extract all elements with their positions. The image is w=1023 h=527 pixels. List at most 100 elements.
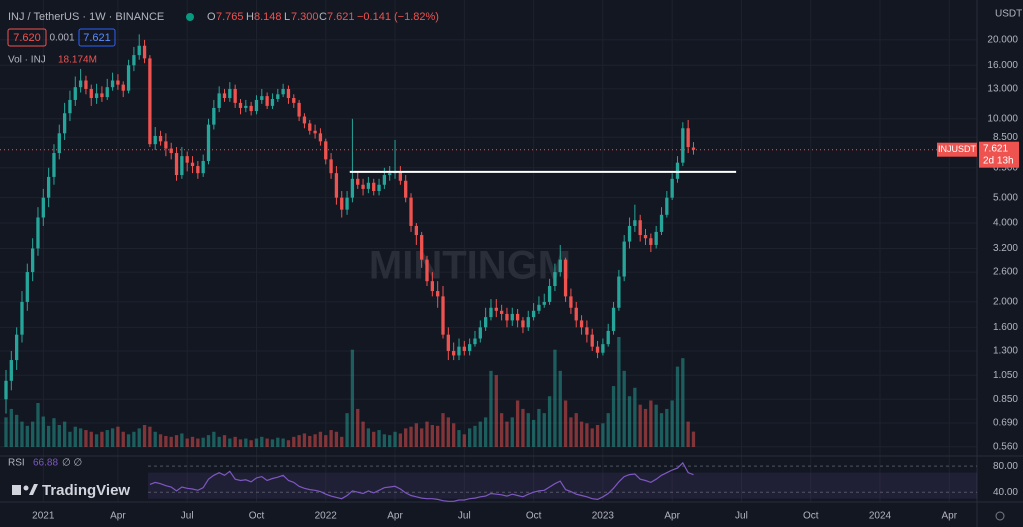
rsi-title: RSI: [8, 458, 25, 469]
volume-bar: [201, 437, 205, 447]
ask-box[interactable]: [78, 28, 116, 47]
volume-bar: [270, 439, 275, 447]
volume-bar: [25, 425, 29, 447]
volume-bar: [569, 417, 573, 447]
bid-box[interactable]: [7, 28, 47, 47]
candle-body: [617, 276, 621, 308]
volume-bar: [521, 408, 525, 447]
candle-body: [84, 80, 88, 89]
candle-body: [345, 197, 349, 210]
candle-body: [9, 360, 13, 381]
volume-bar: [654, 404, 658, 447]
volume-bar: [148, 426, 152, 447]
y-tick-label: 8.500: [993, 132, 1018, 143]
candle-body: [377, 184, 381, 192]
volume-bar: [537, 408, 541, 447]
rsi-line: [149, 461, 694, 502]
candle-body: [57, 133, 61, 154]
volume-bar: [643, 408, 648, 447]
volume-bar: [228, 438, 232, 447]
candle-body: [409, 197, 413, 226]
candle-body: [633, 220, 637, 226]
volume-bar: [308, 436, 312, 447]
x-tick-label: Jul: [458, 511, 471, 522]
candle-body: [420, 235, 424, 260]
x-tick-label: Apr: [664, 511, 680, 522]
y-tick-label: 16.000: [987, 60, 1018, 71]
candle-body: [606, 330, 610, 345]
volume-bar: [169, 436, 173, 447]
volume-bar: [366, 428, 371, 447]
candle-body: [222, 93, 227, 99]
candle-body: [132, 55, 136, 66]
volume-bar: [457, 430, 461, 447]
volume-bar: [398, 433, 403, 447]
candle-body: [276, 94, 280, 99]
y-tick-label: 6.500: [993, 162, 1018, 173]
volume-bar: [116, 426, 120, 447]
volume-bar: [126, 434, 131, 447]
x-tick-label: Oct: [803, 511, 819, 522]
volume-bar: [467, 428, 472, 447]
legend-value: 8.148: [254, 11, 282, 23]
candle-body: [457, 346, 461, 356]
candle-body: [547, 286, 552, 302]
candle-body: [158, 135, 163, 142]
candle-body: [425, 259, 429, 282]
volume-bar: [489, 370, 493, 447]
rsi-tick-label: 80.00: [993, 461, 1018, 472]
candle-body: [148, 58, 152, 145]
volume-bar: [505, 421, 509, 447]
volume-bar: [212, 431, 216, 447]
y-tick-label: 5.000: [993, 192, 1018, 203]
candle-body: [185, 156, 189, 163]
candle-body: [489, 307, 493, 318]
volume-bar: [244, 438, 248, 447]
candle-body: [270, 98, 275, 106]
candle-body: [585, 327, 589, 335]
volume-bar: [590, 428, 594, 447]
legend-key: C: [319, 11, 327, 23]
candle-body: [499, 310, 504, 314]
candle-body: [78, 80, 83, 88]
volume-bar: [691, 431, 696, 447]
volume-bar: [420, 428, 424, 447]
y-tick-label: 1.600: [993, 322, 1018, 333]
volume-bar: [595, 425, 600, 447]
currency-selector[interactable]: USDT: [995, 9, 1022, 20]
candle-body: [25, 272, 29, 302]
candle-body: [643, 235, 648, 239]
volume-bar: [585, 423, 589, 447]
x-tick-label: Oct: [249, 511, 265, 522]
volume-bar: [180, 433, 184, 447]
volume-bar: [393, 431, 397, 447]
x-tick-label: 2024: [869, 511, 892, 522]
volume-bar: [324, 435, 328, 447]
grid: [0, 0, 977, 502]
volume-bar: [238, 439, 243, 447]
volume-bar: [78, 428, 83, 447]
volume-bar: [281, 438, 285, 447]
volume-bar: [531, 419, 536, 447]
volume-bar: [372, 431, 376, 447]
volume-bar: [260, 436, 264, 447]
settings-icon[interactable]: [995, 511, 1005, 521]
volume-bar: [30, 421, 35, 447]
volume-bar: [110, 428, 115, 447]
x-tick-label: Apr: [387, 511, 403, 522]
candle-body: [462, 346, 466, 351]
candle-body: [681, 128, 685, 163]
candle-body: [686, 128, 690, 148]
candle-body: [627, 225, 632, 242]
candle-body: [494, 307, 498, 311]
volume-bar: [499, 413, 504, 447]
volume-bar: [659, 413, 664, 447]
volume-bar: [9, 408, 13, 447]
candle-body: [196, 166, 200, 174]
candle-body: [595, 346, 600, 353]
volume-bar: [174, 435, 179, 447]
candle-body: [324, 141, 328, 160]
volume-bar: [265, 438, 269, 447]
